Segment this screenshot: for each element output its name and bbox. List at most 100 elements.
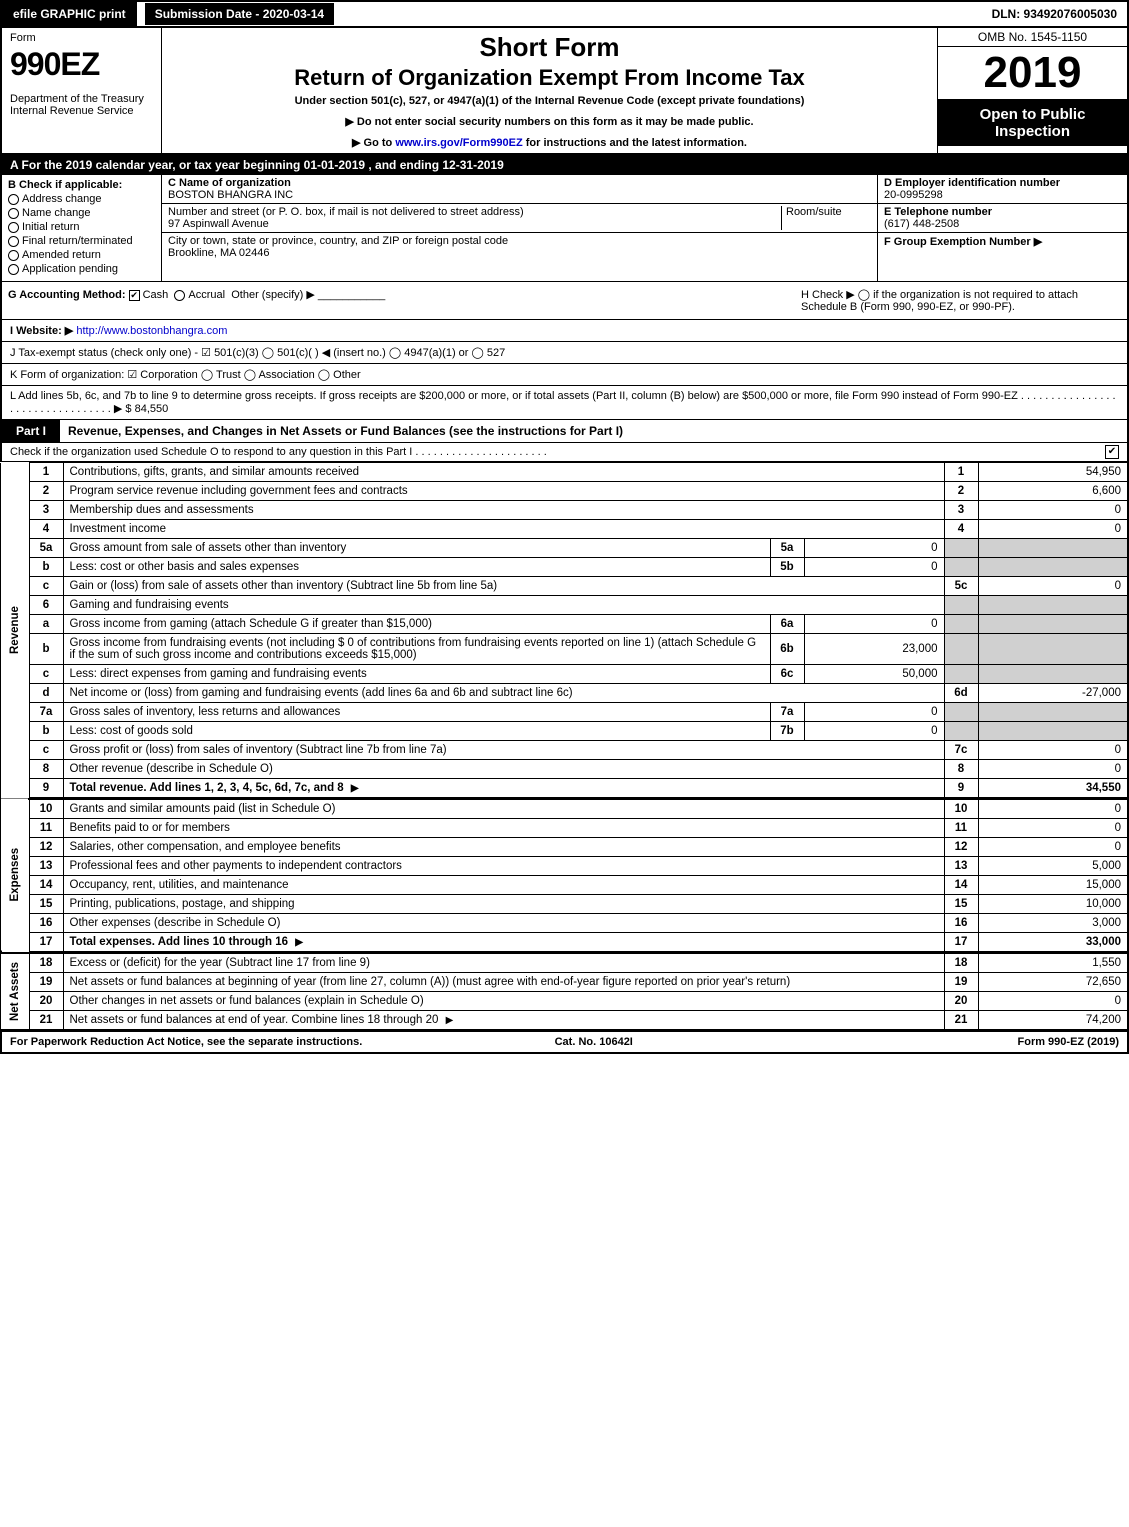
c-street-label: Number and street (or P. O. box, if mail… [168, 206, 524, 218]
line-desc: Net assets or fund balances at end of ye… [63, 1011, 944, 1031]
check-o-box[interactable]: ✔ [1105, 445, 1119, 459]
entity-block: B Check if applicable: Address change Na… [0, 175, 1129, 282]
expense-table: Expenses10Grants and similar amounts pai… [0, 798, 1129, 952]
mini-val: 23,000 [804, 634, 944, 665]
line-numcol: 10 [944, 799, 978, 819]
table-row: 16Other expenses (describe in Schedule O… [1, 914, 1128, 933]
under-section: Under section 501(c), 527, or 4947(a)(1)… [166, 95, 933, 107]
line-desc: Total revenue. Add lines 1, 2, 3, 4, 5c,… [63, 779, 944, 798]
line-desc: Printing, publications, postage, and shi… [63, 895, 944, 914]
line-numcol: 21 [944, 1011, 978, 1031]
table-row: 14Occupancy, rent, utilities, and mainte… [1, 876, 1128, 895]
c-city-label: City or town, state or province, country… [168, 235, 508, 247]
line-val: 33,000 [978, 933, 1128, 952]
mini-val: 0 [804, 703, 944, 722]
table-row: 2Program service revenue including gover… [1, 482, 1128, 501]
line-val: 74,200 [978, 1011, 1128, 1031]
chk-final-return[interactable] [8, 236, 19, 247]
part1-tab: Part I [2, 420, 60, 442]
chk-initial-return[interactable] [8, 222, 19, 233]
line-num: 8 [29, 760, 63, 779]
col-def: D Employer identification number 20-0995… [877, 175, 1127, 281]
chk-address-change[interactable] [8, 194, 19, 205]
num-shade [944, 596, 978, 615]
side-label: Expenses [1, 799, 29, 952]
irs-link[interactable]: www.irs.gov/Form990EZ [395, 137, 522, 149]
f-label: F Group Exemption Number ▶ [884, 236, 1042, 248]
line-val: 0 [978, 520, 1128, 539]
line-num: 1 [29, 463, 63, 482]
table-row: 17Total expenses. Add lines 10 through 1… [1, 933, 1128, 952]
line-desc: Program service revenue including govern… [63, 482, 944, 501]
line-desc: Gaming and fundraising events [63, 596, 944, 615]
chk-amended-return[interactable] [8, 250, 19, 261]
line-num: 16 [29, 914, 63, 933]
table-row: Expenses10Grants and similar amounts pai… [1, 799, 1128, 819]
part1-header: Part I Revenue, Expenses, and Changes in… [0, 420, 1129, 443]
line-num: 19 [29, 973, 63, 992]
line-val: 0 [978, 992, 1128, 1011]
line-num: 7a [29, 703, 63, 722]
line-num: 4 [29, 520, 63, 539]
chk-accrual[interactable] [174, 290, 185, 301]
table-row: dNet income or (loss) from gaming and fu… [1, 684, 1128, 703]
num-shade [944, 722, 978, 741]
line-val: 34,550 [978, 779, 1128, 798]
phone: (617) 448-2508 [884, 218, 959, 230]
line-val: 10,000 [978, 895, 1128, 914]
line-numcol: 4 [944, 520, 978, 539]
no-ssn-note: ▶ Do not enter social security numbers o… [166, 115, 933, 128]
website-row: I Website: ▶ http://www.bostonbhangra.co… [0, 320, 1129, 342]
top-bar: efile GRAPHIC print Submission Date - 20… [0, 0, 1129, 28]
line-num: 12 [29, 838, 63, 857]
e-label: E Telephone number [884, 206, 992, 218]
dln: DLN: 93492076005030 [982, 3, 1127, 25]
table-row: 15Printing, publications, postage, and s… [1, 895, 1128, 914]
line-num: 15 [29, 895, 63, 914]
chk-cash[interactable] [129, 290, 140, 301]
table-row: 19Net assets or fund balances at beginni… [1, 973, 1128, 992]
line-numcol: 13 [944, 857, 978, 876]
line-num: 11 [29, 819, 63, 838]
tax-year: 2019 [938, 47, 1127, 100]
mini-ln: 6b [770, 634, 804, 665]
mini-ln: 7b [770, 722, 804, 741]
val-shade [978, 558, 1128, 577]
check-o-text: Check if the organization used Schedule … [10, 446, 547, 458]
website-link[interactable]: http://www.bostonbhangra.com [76, 325, 227, 337]
table-row: cGross profit or (loss) from sales of in… [1, 741, 1128, 760]
line-desc: Occupancy, rent, utilities, and maintena… [63, 876, 944, 895]
line-desc: Gain or (loss) from sale of assets other… [63, 577, 944, 596]
mini-ln: 5b [770, 558, 804, 577]
line-numcol: 14 [944, 876, 978, 895]
efile-print-button[interactable]: efile GRAPHIC print [2, 2, 137, 26]
line-val: 15,000 [978, 876, 1128, 895]
omb-number: OMB No. 1545-1150 [938, 28, 1127, 47]
chk-name-change[interactable] [8, 208, 19, 219]
lbl-cash: Cash [143, 289, 169, 301]
mini-val: 0 [804, 539, 944, 558]
lbl-amended-return: Amended return [22, 249, 101, 261]
line-num: b [29, 722, 63, 741]
part1-title: Revenue, Expenses, and Changes in Net As… [60, 420, 1127, 442]
line-desc: Salaries, other compensation, and employ… [63, 838, 944, 857]
line-num: 21 [29, 1011, 63, 1031]
org-name: BOSTON BHANGRA INC [168, 189, 293, 201]
line-num: 18 [29, 953, 63, 973]
mini-val: 50,000 [804, 665, 944, 684]
line-val: -27,000 [978, 684, 1128, 703]
line-desc: Benefits paid to or for members [63, 819, 944, 838]
line-val: 0 [978, 577, 1128, 596]
num-shade [944, 539, 978, 558]
line-num: a [29, 615, 63, 634]
table-row: bLess: cost or other basis and sales exp… [1, 558, 1128, 577]
val-shade [978, 596, 1128, 615]
line-desc: Investment income [63, 520, 944, 539]
line-desc: Gross income from gaming (attach Schedul… [63, 615, 770, 634]
line-desc: Less: cost or other basis and sales expe… [63, 558, 770, 577]
table-row: 7aGross sales of inventory, less returns… [1, 703, 1128, 722]
table-row: 4Investment income40 [1, 520, 1128, 539]
chk-application-pending[interactable] [8, 264, 19, 275]
k-row: K Form of organization: ☑ Corporation ◯ … [0, 364, 1129, 386]
l-row: L Add lines 5b, 6c, and 7b to line 9 to … [0, 386, 1129, 420]
